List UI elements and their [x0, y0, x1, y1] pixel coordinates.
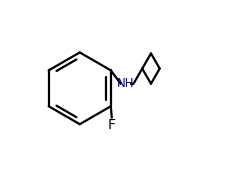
Text: NH: NH [117, 77, 135, 90]
Text: F: F [108, 118, 116, 132]
